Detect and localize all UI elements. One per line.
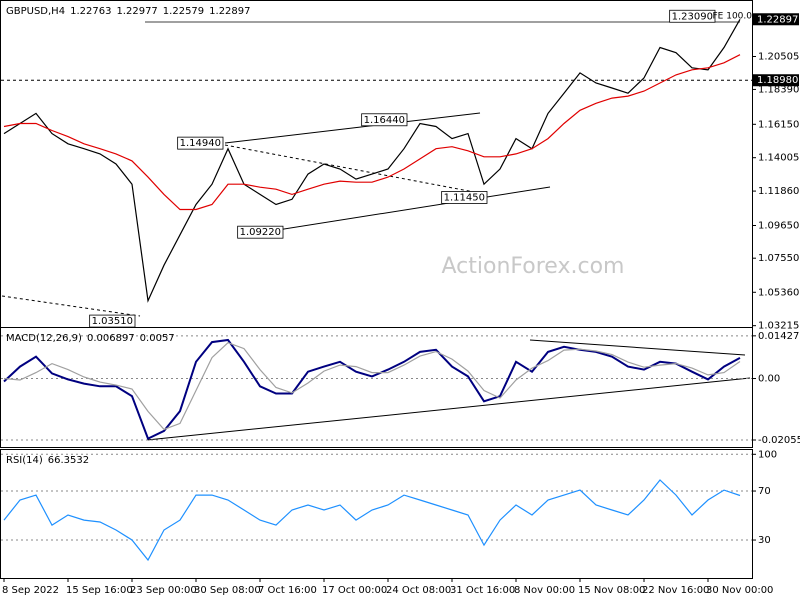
- price-pane: [0, 0, 753, 328]
- y-tick-label: 30: [758, 535, 771, 546]
- annotation-label: 1.23090: [672, 11, 713, 22]
- y-tick-label: 70: [758, 486, 771, 497]
- annotation-box: [361, 113, 408, 127]
- y-tick-label: -0.020556: [758, 435, 800, 446]
- series-line: [3, 342, 741, 431]
- title: MACD(12,26,9): [6, 333, 82, 344]
- x-tick-label: 24 Oct 08:00: [386, 585, 451, 596]
- annotation-box: [177, 136, 224, 150]
- y-tick-label: 1.11860: [758, 186, 799, 197]
- x-tick-label: 22 Nov 16:00: [642, 585, 709, 596]
- y-tick-label: 0.00: [758, 374, 780, 385]
- y-tick-label: 1.09650: [758, 220, 799, 231]
- title: GBPUSD,H4: [6, 6, 65, 17]
- reading: 66.3532: [48, 455, 89, 466]
- x-tick-label: 8 Nov 00:00: [514, 585, 575, 596]
- rsi-pane: [0, 449, 753, 579]
- last-price-box: [753, 13, 799, 26]
- pane-title: RSI(14) 66.3532: [6, 455, 89, 466]
- y-tick-label: 1.14005: [758, 153, 799, 164]
- y-tick-label: 0.014278: [758, 331, 800, 342]
- series-line: [3, 479, 741, 562]
- trendline: [146, 377, 751, 441]
- series-line: [3, 338, 741, 440]
- x-tick-label: 23 Sep 00:00: [130, 585, 197, 596]
- x-tick-label: 15 Nov 08:00: [578, 585, 645, 596]
- level-box: [753, 74, 799, 87]
- x-tick-label: 8 Sep 2022: [2, 585, 59, 596]
- y-tick-label: 1.16150: [758, 119, 799, 130]
- x-tick-label: 7 Oct 16:00: [258, 585, 317, 596]
- trendline: [1, 295, 141, 317]
- annotation-label: 1.14940: [180, 138, 221, 149]
- title: RSI(14): [6, 455, 43, 466]
- trendline: [529, 339, 746, 356]
- reading: 0.006897: [87, 333, 135, 344]
- series-line: [3, 19, 741, 303]
- y-tick-label: 1.07550: [758, 253, 799, 264]
- reading: 1.22977: [116, 6, 157, 17]
- x-tick-label: 15 Sep 16:00: [66, 585, 133, 596]
- reading: 1.22763: [70, 6, 111, 17]
- y-tick-label: 100: [758, 449, 777, 460]
- x-tick-label: 30 Sep 08:00: [194, 585, 261, 596]
- trendline: [239, 186, 551, 237]
- y-tick-label: 1.20505: [758, 52, 799, 63]
- trendline: [224, 144, 491, 196]
- last-price-label: 1.22897: [757, 14, 798, 25]
- pane-title: GBPUSD,H4 1.22763 1.22977 1.22579 1.22897: [6, 6, 251, 17]
- reading: 1.22579: [163, 6, 204, 17]
- annotation-box: [441, 191, 488, 204]
- fib-label: FE 100.0: [713, 12, 753, 22]
- trendline: [224, 112, 481, 144]
- annotation-box: [89, 314, 136, 328]
- reading: 1.22897: [209, 6, 250, 17]
- reading: 0.0057: [140, 333, 175, 344]
- annotation-box: [237, 225, 284, 239]
- annotation-label: 1.11450: [444, 192, 485, 203]
- watermark: ActionForex.com: [442, 254, 625, 279]
- annotation-label: 1.16440: [364, 115, 405, 126]
- annotation-label: 1.03510: [92, 316, 133, 327]
- x-tick-label: 31 Oct 16:00: [450, 585, 515, 596]
- pane-title: MACD(12,26,9) 0.006897 0.0057: [6, 333, 175, 344]
- y-tick-label: 1.05360: [758, 287, 799, 298]
- x-tick-label: 17 Oct 00:00: [322, 585, 387, 596]
- macd-pane: [0, 327, 753, 448]
- annotation-box: [669, 9, 716, 23]
- level-label: 1.18980: [757, 75, 798, 86]
- y-tick-label: 1.03215: [758, 321, 799, 332]
- series-line: [3, 54, 741, 211]
- y-tick-label: 1.18390: [758, 84, 799, 95]
- annotation-label: 1.09220: [240, 227, 281, 238]
- x-tick-label: 30 Nov 00:00: [706, 585, 773, 596]
